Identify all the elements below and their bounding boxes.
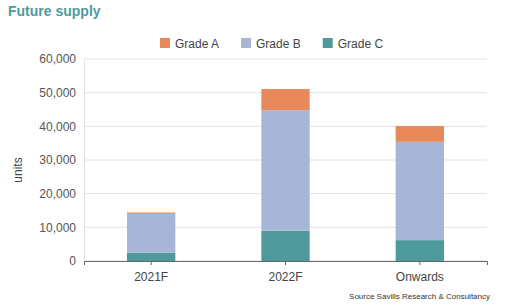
legend: Grade A Grade B Grade C — [160, 37, 383, 51]
x-tick-label: Onwards — [396, 270, 444, 284]
y-axis: 0 10,000 20,000 30,000 40,000 50,000 60,000 — [39, 52, 84, 268]
legend-label: Grade C — [338, 37, 384, 51]
y-axis-title: units — [11, 157, 25, 182]
bar — [261, 110, 309, 231]
x-tick-mark — [419, 261, 420, 265]
plot: 0 10,000 20,000 30,000 40,000 50,000 60,000 202… — [39, 52, 487, 283]
legend-label: Grade B — [256, 37, 301, 51]
y-axis-line — [84, 60, 85, 262]
x-tick: Onwards — [396, 261, 444, 284]
x-tick-label: 2022F — [268, 270, 302, 284]
x-tick: 2021F — [134, 261, 168, 284]
y-tick: 30,000 — [39, 153, 84, 167]
bar — [261, 231, 309, 261]
y-tick-label: 30,000 — [39, 153, 76, 167]
x-axis-line — [85, 262, 488, 266]
source: Source Savills Research & Consultancy — [349, 292, 490, 301]
bar — [127, 213, 175, 214]
title: Future supply — [8, 3, 101, 19]
legend-label: Grade A — [175, 37, 219, 51]
legend-swatch — [241, 38, 251, 48]
grid-line — [84, 59, 487, 60]
x-tick-mark — [285, 261, 286, 265]
x-tick-label: 2021F — [134, 270, 168, 284]
grid — [84, 59, 487, 261]
x-axis: 2021F 2022F Onwards — [85, 261, 488, 284]
y-tick: 10,000 — [39, 221, 84, 235]
y-tick-label: 20,000 — [39, 187, 76, 201]
y-tick: 0 — [69, 254, 84, 268]
y-tick-label: 10,000 — [39, 221, 76, 235]
x-tick-mark — [151, 261, 152, 265]
bar — [261, 89, 309, 110]
bar — [396, 142, 444, 240]
y-tick-label: 50,000 — [39, 86, 76, 100]
bar — [396, 240, 444, 261]
y-tick: 50,000 — [39, 86, 84, 100]
y-tick-label: 60,000 — [39, 52, 76, 66]
bar — [127, 253, 175, 261]
y-tick: 40,000 — [39, 120, 84, 134]
bar — [127, 214, 175, 253]
y-tick: 20,000 — [39, 187, 84, 201]
x-tick: 2022F — [268, 261, 302, 284]
y-tick-label: 40,000 — [39, 120, 76, 134]
legend-swatch — [160, 38, 170, 48]
y-tick-label: 0 — [69, 254, 76, 268]
bars — [127, 89, 444, 261]
bar — [396, 126, 444, 142]
y-tick: 60,000 — [39, 52, 84, 66]
legend-swatch — [323, 38, 333, 48]
chart: Future supply 0 10,000 20,000 30,000 40,000 50… — [0, 0, 505, 307]
